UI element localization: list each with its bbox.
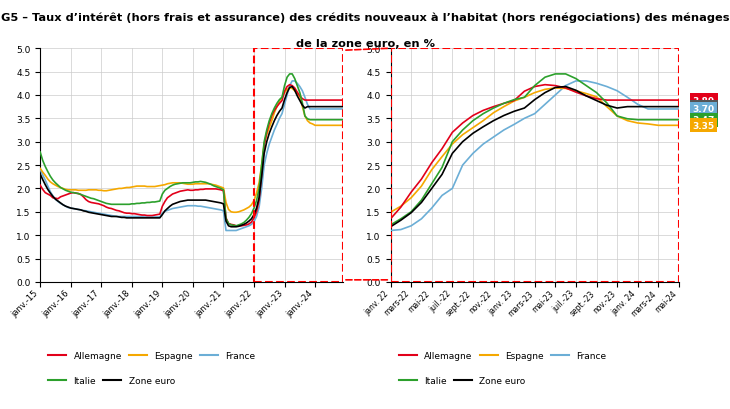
Text: 3.35: 3.35 [693,121,715,130]
Legend: Italie, Zone euro: Italie, Zone euro [395,373,529,389]
Legend: Italie, Zone euro: Italie, Zone euro [45,373,179,389]
Text: G5 – Taux d’intérêt (hors frais et assurance) des crédits nouveaux à l’habitat (: G5 – Taux d’intérêt (hors frais et assur… [1,12,729,23]
Text: 3.75: 3.75 [693,103,715,112]
Bar [254,49,343,282]
Text: 3.89: 3.89 [693,97,715,106]
Text: 3.47: 3.47 [693,116,715,125]
Text: de la zone euro, en %: de la zone euro, en % [296,39,434,49]
Text: 3.70: 3.70 [693,105,715,114]
